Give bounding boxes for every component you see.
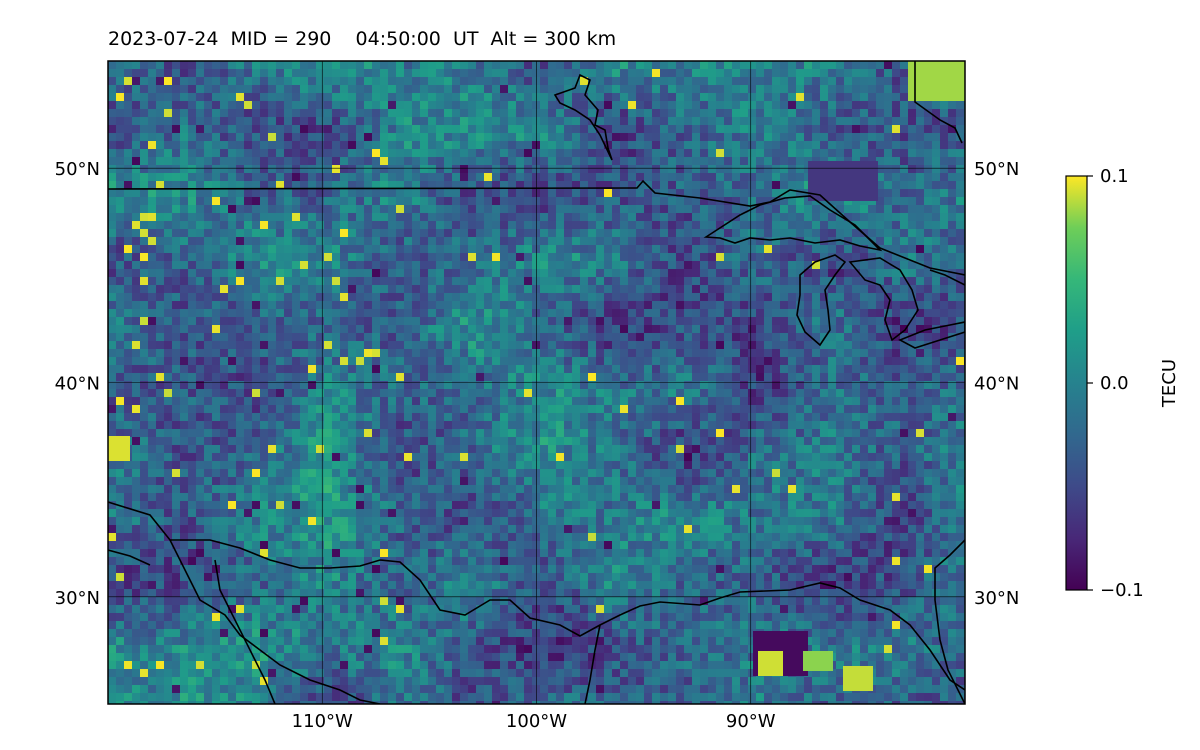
colorbar: 0.1 0.0 −0.1 TECU <box>1065 166 1180 601</box>
y-tick-label-right: 40°N <box>974 374 1019 395</box>
x-tick-label: 100°W <box>506 711 567 732</box>
y-axis-ticks: 50°N 50°N 40°N 40°N 30°N 30°N <box>55 159 1020 609</box>
north-coast-east <box>914 61 963 144</box>
colorbar-gradient <box>1066 176 1087 590</box>
map-frame <box>107 60 966 705</box>
tec-heatmap <box>108 61 965 704</box>
y-tick-label-left: 50°N <box>55 159 100 180</box>
baja-peninsula <box>214 559 276 704</box>
lake-ontario <box>929 269 965 286</box>
y-tick-label-right: 50°N <box>974 159 1019 180</box>
map-title: 2023-07-24 MID = 290 04:50:00 UT Alt = 3… <box>108 28 617 50</box>
us-mexico-border <box>108 501 965 691</box>
lake-huron <box>848 257 919 342</box>
coastlines <box>108 61 965 704</box>
x-axis-ticks: 110°W 100°W 90°W <box>292 711 776 732</box>
y-tick-label-right: 30°N <box>974 588 1019 609</box>
gridlines <box>108 61 965 704</box>
colorbar-tick-label: −0.1 <box>1100 580 1144 601</box>
mexico-gulf-coast <box>584 624 601 704</box>
florida-coast <box>934 539 965 704</box>
gulf-of-california-east <box>169 539 381 704</box>
x-tick-label: 90°W <box>726 711 776 732</box>
hudson-bay-coast <box>553 73 613 161</box>
colorbar-label: TECU <box>1159 359 1180 408</box>
baja-west <box>108 549 151 566</box>
lake-michigan <box>796 254 847 347</box>
lake-erie <box>898 321 965 349</box>
lake-superior <box>703 195 883 252</box>
colorbar-tick-label: 0.0 <box>1100 373 1129 394</box>
colorbar-tick-label: 0.1 <box>1100 166 1129 187</box>
y-tick-label-left: 40°N <box>55 374 100 395</box>
x-tick-label: 110°W <box>292 711 353 732</box>
y-tick-label-left: 30°N <box>55 588 100 609</box>
